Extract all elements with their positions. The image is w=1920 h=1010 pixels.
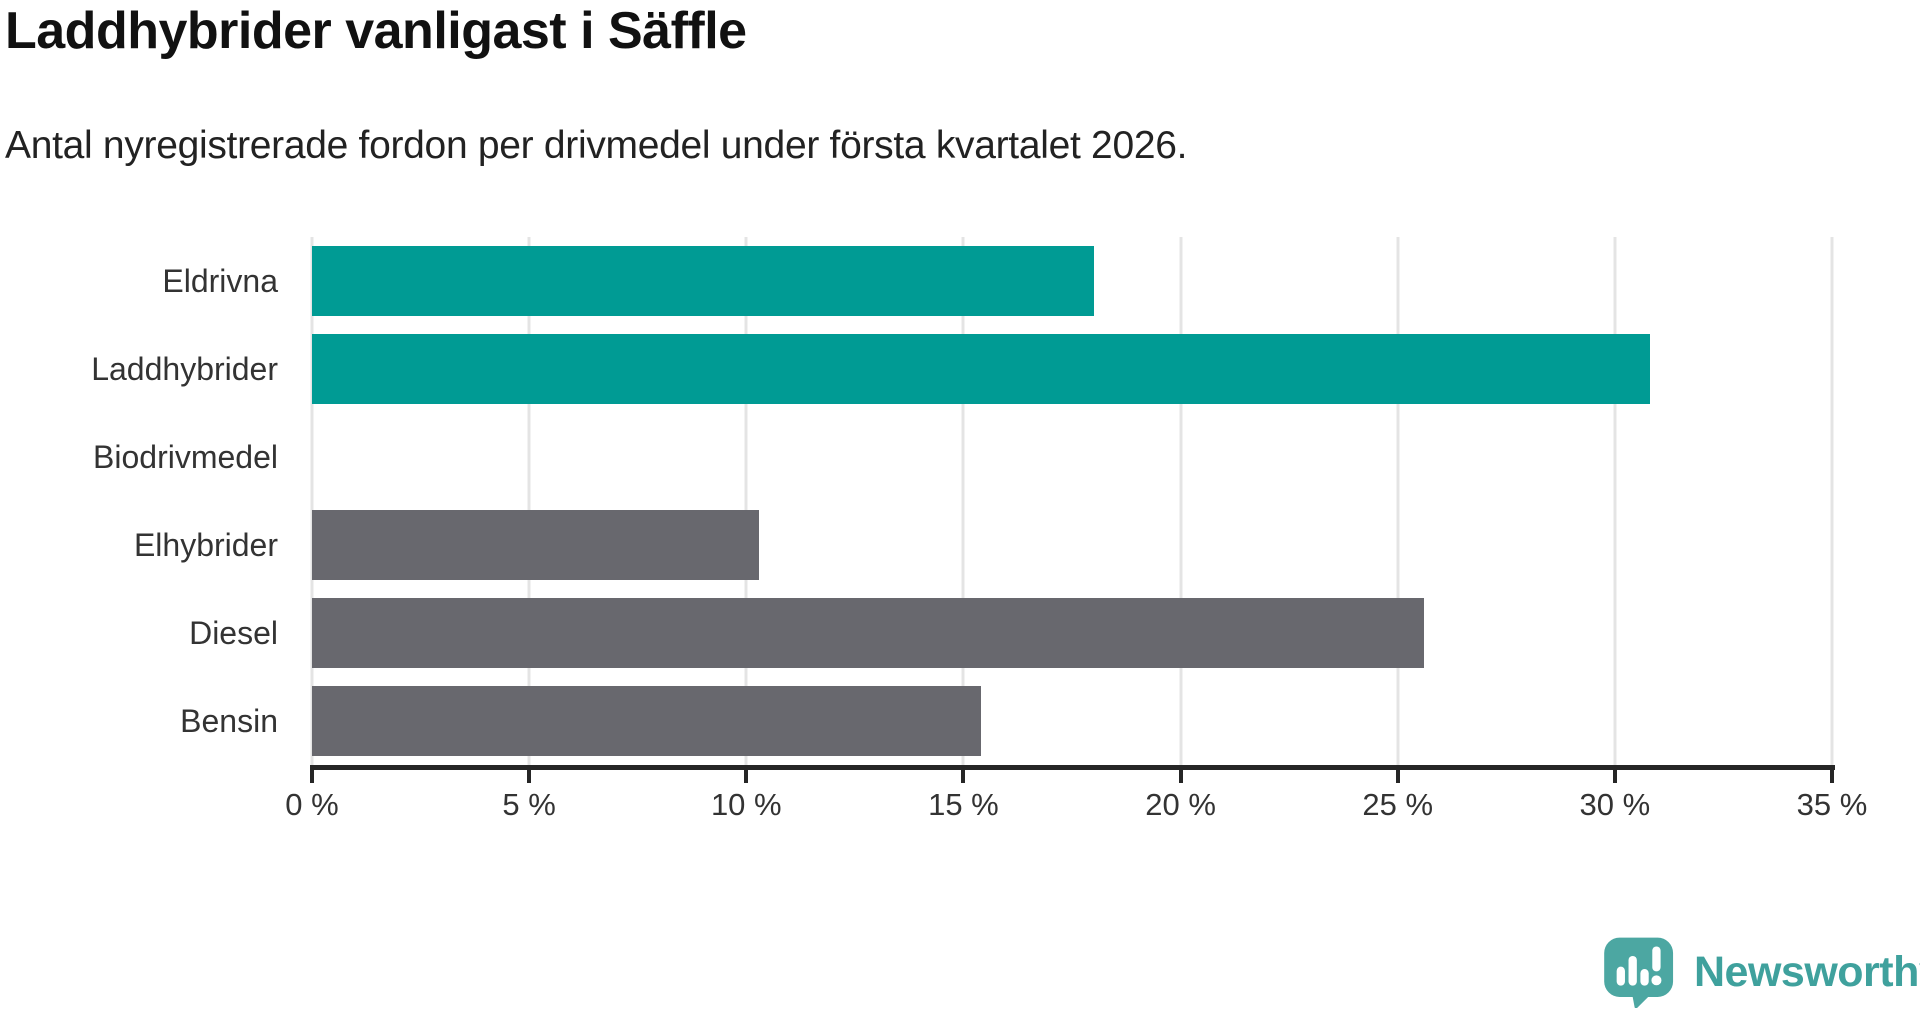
chart-subtitle: Antal nyregistrerade fordon per drivmede… bbox=[5, 124, 1188, 167]
x-axis-tick-mark bbox=[1178, 770, 1183, 783]
category-label-laddhybrider: Laddhybrider bbox=[91, 350, 278, 387]
bar-elhybrider bbox=[312, 510, 760, 580]
gridline bbox=[744, 237, 748, 765]
gridline bbox=[527, 237, 531, 765]
x-axis-tick-label: 20 % bbox=[1145, 787, 1216, 822]
x-axis-tick-label: 10 % bbox=[710, 787, 782, 822]
bar-eldrivna bbox=[312, 246, 1094, 316]
gridline bbox=[310, 237, 314, 765]
bar-laddhybrider bbox=[312, 334, 1650, 404]
x-axis-line bbox=[310, 765, 1835, 770]
x-axis-tick-mark bbox=[961, 770, 966, 783]
bar-row bbox=[312, 237, 1832, 325]
x-axis-tick-mark bbox=[1395, 770, 1400, 783]
x-axis-tick-label: 5 % bbox=[502, 787, 556, 822]
gridline bbox=[1179, 237, 1183, 765]
gridline bbox=[1396, 237, 1400, 765]
bar-row bbox=[312, 501, 1832, 589]
x-axis-tick-mark bbox=[1830, 770, 1834, 783]
x-axis-tick-mark bbox=[310, 770, 314, 783]
x-axis-tick-label: 0 % bbox=[285, 787, 339, 822]
chart-title: Laddhybrider vanligast i Säffle bbox=[5, 2, 747, 60]
x-axis-tick-mark bbox=[1612, 770, 1617, 783]
x-axis-tick-label: 25 % bbox=[1362, 787, 1434, 822]
category-label-elhybrider: Elhybrider bbox=[133, 526, 278, 563]
newsworthy-logo-text: Newsworthy bbox=[1694, 947, 1920, 996]
category-label-biodrivmedel: Biodrivmedel bbox=[93, 438, 278, 475]
gridline bbox=[1613, 237, 1617, 765]
bar-row bbox=[312, 325, 1832, 413]
bar-row bbox=[312, 413, 1832, 501]
y-axis-category-labels: Eldrivna Laddhybrider Biodrivmedel Elhybrid… bbox=[0, 237, 295, 765]
bar-bensin bbox=[312, 686, 981, 756]
category-label-eldrivna: Eldrivna bbox=[162, 262, 278, 299]
x-axis-tick-label: 30 % bbox=[1579, 787, 1651, 822]
gridline bbox=[961, 237, 965, 765]
category-label-diesel: Diesel bbox=[189, 614, 278, 651]
bar-diesel bbox=[312, 598, 1424, 668]
category-label-bensin: Bensin bbox=[180, 702, 278, 739]
bar-row bbox=[312, 677, 1832, 765]
bar-row bbox=[312, 589, 1832, 677]
gridline bbox=[1830, 237, 1834, 765]
x-axis-tick-mark bbox=[527, 770, 532, 783]
newsworthy-logo: Newsworthy bbox=[1603, 936, 1920, 1008]
x-axis-tick-label: 35 % bbox=[1796, 787, 1868, 822]
x-axis-tick-label: 15 % bbox=[928, 787, 999, 822]
newsworthy-speech-bubble-bar-chart-icon bbox=[1604, 937, 1674, 1008]
x-axis-tick-mark bbox=[744, 770, 749, 783]
plot-area: 0 % 5 % 10 % 15 % 20 % 25 % 30 % 35 % bbox=[285, 237, 1867, 822]
